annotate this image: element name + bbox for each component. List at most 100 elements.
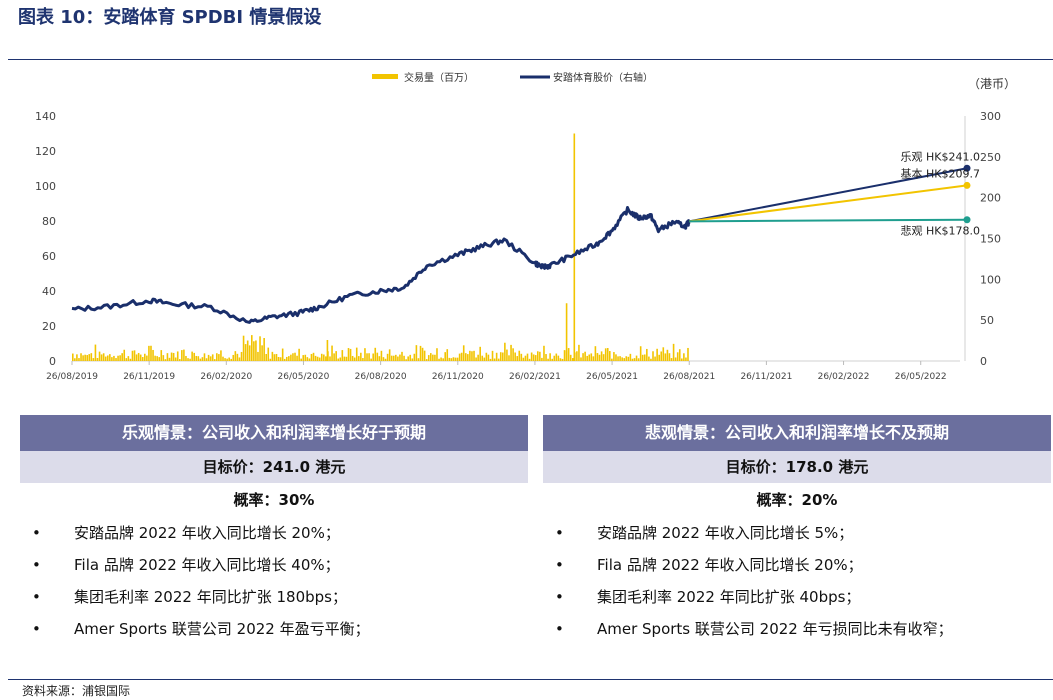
volume-bar — [376, 352, 379, 361]
volume-bar — [555, 353, 558, 361]
list-item: • Amer Sports 联营公司 2022 年盈亏平衡； — [20, 613, 528, 645]
volume-bar — [569, 354, 572, 361]
source-note: 资料来源：浦银国际 — [22, 684, 131, 698]
volume-bar — [532, 354, 535, 361]
bullet-icon: • — [555, 588, 564, 606]
volume-bar — [681, 358, 683, 361]
volume-bar — [271, 351, 274, 361]
volume-bar — [444, 352, 447, 361]
volume-bar — [386, 353, 389, 361]
volume-bar — [440, 357, 442, 361]
volume-bar — [580, 357, 582, 361]
volume-bar — [598, 354, 601, 361]
volume-bar — [487, 354, 490, 361]
volume-bars — [72, 133, 689, 361]
volume-bar — [168, 357, 171, 361]
volume-bar — [162, 355, 165, 361]
volume-bar — [397, 356, 399, 361]
list-item: • Fila 品牌 2022 年收入同比增长 20%； — [543, 549, 1051, 581]
volume-bar — [401, 351, 403, 361]
volume-bar — [360, 352, 362, 361]
volume-bar — [432, 354, 434, 361]
volume-bar — [331, 345, 333, 361]
volume-bar — [407, 356, 409, 361]
x-tick-label: 26/02/2022 — [818, 372, 870, 382]
volume-bar — [662, 347, 665, 361]
price-line — [71, 206, 691, 324]
volume-bar — [650, 358, 652, 361]
volume-bar — [277, 356, 280, 361]
volume-bar — [228, 357, 230, 361]
volume-bar — [129, 358, 132, 361]
optimistic-header: 乐观情景：公司收入和利润率增长好于预期 — [20, 415, 528, 451]
volume-bar — [633, 358, 636, 361]
volume-bar — [253, 341, 255, 361]
x-tick-label: 26/08/2020 — [355, 372, 407, 382]
volume-bar — [320, 353, 323, 361]
volume-bar — [631, 358, 634, 361]
volume-bar — [382, 357, 385, 361]
volume-bar — [434, 354, 436, 361]
volume-bar — [602, 354, 605, 361]
left-tick-label: 100 — [35, 180, 56, 193]
bullet-icon: • — [555, 524, 564, 542]
volume-bar — [78, 358, 80, 361]
x-tick-label: 26/11/2019 — [123, 372, 175, 382]
volume-bar — [187, 358, 189, 361]
volume-bar — [658, 354, 660, 361]
volume-bar — [687, 347, 689, 361]
volume-bar — [92, 358, 95, 361]
volume-bar — [131, 350, 134, 361]
volume-bar — [582, 353, 584, 361]
volume-bar — [269, 358, 272, 361]
volume-bar — [251, 335, 253, 361]
volume-bar — [518, 350, 521, 361]
volume-bar — [648, 356, 650, 361]
volume-bar — [263, 338, 265, 361]
volume-bar — [405, 359, 407, 361]
volume-bar — [333, 353, 335, 361]
left-tick-label: 40 — [42, 285, 56, 298]
volume-bar — [279, 357, 282, 361]
volume-bar — [203, 353, 206, 361]
volume-bar — [563, 350, 566, 361]
volume-bar — [683, 353, 685, 361]
right-tick-label: 300 — [980, 110, 1001, 123]
scenario-line — [689, 218, 968, 223]
volume-bar — [395, 354, 397, 361]
volume-bar — [265, 353, 268, 361]
scenario-endpoint — [963, 181, 971, 189]
volume-bar — [117, 355, 119, 361]
volume-bar — [205, 358, 208, 361]
volume-bar — [90, 353, 93, 361]
x-tick-label: 26/02/2021 — [509, 372, 561, 382]
volume-bar — [255, 340, 257, 361]
volume-bar — [259, 336, 261, 361]
volume-bar — [510, 344, 512, 361]
legend-price-label: 安踏体育股价（右轴） — [553, 71, 653, 84]
right-tick-label: 250 — [980, 151, 1001, 164]
volume-bar — [576, 351, 578, 361]
volume-bar — [181, 350, 183, 361]
optimistic-probability: 概率：30% — [233, 491, 315, 509]
volume-bar — [378, 356, 381, 361]
volume-bar — [512, 348, 514, 361]
pessimistic-probability: 概率：20% — [756, 491, 838, 509]
volume-bar — [508, 355, 510, 361]
volume-bar — [72, 353, 74, 361]
volume-bar — [629, 353, 632, 361]
volume-bar — [290, 354, 292, 361]
list-item: • Fila 品牌 2022 年收入同比增长 40%； — [20, 549, 528, 581]
volume-bar — [96, 357, 99, 361]
volume-bar — [178, 359, 181, 361]
volume-bar — [185, 355, 187, 361]
volume-bar — [174, 357, 177, 361]
volume-bar — [547, 358, 549, 361]
volume-bar — [150, 345, 152, 361]
volume-bar — [372, 353, 374, 361]
volume-bar — [541, 357, 543, 361]
volume-bar — [318, 357, 321, 361]
volume-bar — [403, 355, 405, 361]
volume-bar — [534, 355, 537, 361]
list-item: • 集团毛利率 2022 年同比扩张 180bps； — [20, 581, 528, 613]
